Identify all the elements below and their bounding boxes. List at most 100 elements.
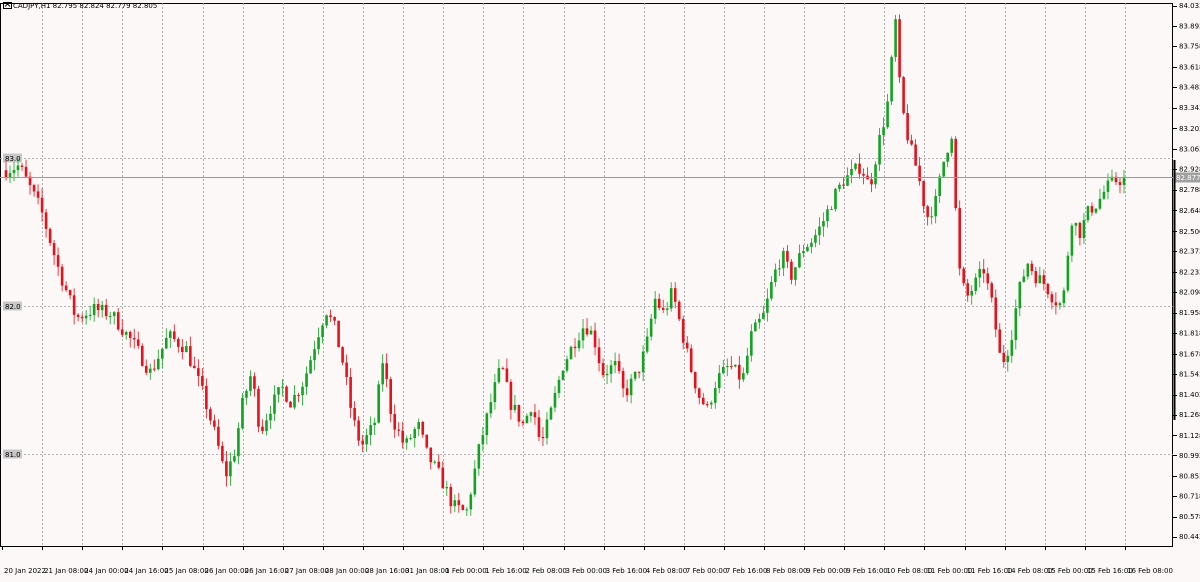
candle-body (453, 500, 457, 507)
candle-body (201, 376, 204, 386)
candle (822, 212, 825, 237)
candle (1070, 223, 1074, 263)
candle-body (1082, 220, 1086, 239)
candle (24, 159, 28, 178)
candle-body (429, 447, 433, 463)
candle (341, 346, 344, 366)
candle (509, 379, 513, 420)
candle-body (321, 325, 324, 338)
y-tick-label: 81.818 (1179, 330, 1200, 338)
candle-body (449, 487, 453, 507)
candle (92, 297, 96, 322)
candle-body (136, 339, 140, 346)
x-tick-label: 7 Feb 00:00 (686, 567, 727, 575)
candle-body (794, 267, 797, 280)
candle-body (120, 329, 124, 335)
candle (894, 14, 897, 62)
candle-body (665, 308, 669, 310)
candle (1066, 251, 1070, 293)
candle (449, 483, 453, 514)
candle-body (297, 394, 300, 396)
candle-body (729, 366, 733, 368)
candle-body (641, 351, 645, 373)
candle (285, 385, 288, 403)
candle (409, 434, 413, 441)
candle (116, 307, 120, 331)
x-tick-label: 15 Feb 00:00 (1047, 567, 1093, 575)
candle-body (822, 221, 825, 227)
candle-body (144, 365, 148, 373)
level-label: 83.0 (5, 155, 21, 163)
candle (778, 259, 781, 277)
candle (413, 426, 417, 448)
candle-body (148, 368, 152, 373)
candle (321, 323, 324, 344)
candle (513, 395, 517, 413)
candle (585, 318, 589, 337)
candle-body (557, 379, 561, 393)
candle-body (669, 288, 673, 309)
candle (140, 343, 144, 367)
candle (617, 353, 621, 374)
candle-body (493, 382, 497, 403)
candle (681, 315, 685, 350)
candle-body (689, 348, 693, 373)
x-tick-label: 26 Jan 00:00 (205, 567, 249, 575)
candle (942, 161, 945, 178)
candle-body (533, 412, 537, 418)
candle-body (750, 331, 753, 356)
candle (156, 349, 160, 371)
candle-body (842, 184, 845, 186)
candle (814, 229, 817, 248)
candle-body (152, 368, 156, 370)
candle-body (140, 345, 144, 366)
candle (906, 104, 909, 144)
candle (986, 267, 990, 290)
candle (1118, 177, 1122, 194)
candle-body (80, 316, 84, 319)
candle (164, 328, 168, 349)
candle (233, 449, 236, 463)
candle-body (790, 261, 793, 280)
candle-body (946, 152, 949, 162)
candle (1114, 172, 1118, 185)
candle (669, 282, 673, 312)
candle-body (766, 298, 769, 313)
candle-body (565, 359, 569, 371)
candle-body (746, 355, 749, 374)
candle-body (345, 362, 348, 378)
candle-body (1110, 176, 1114, 181)
candle (1122, 169, 1126, 194)
y-tick-label: 82.928 (1179, 166, 1200, 174)
candle-body (545, 419, 549, 439)
x-tick-label: 28 Jan 00:00 (325, 567, 369, 575)
candle-body (273, 394, 276, 414)
candle (689, 344, 693, 374)
candle-body (76, 314, 80, 317)
candle (830, 206, 833, 211)
candle (549, 405, 553, 421)
candle-body (100, 304, 104, 311)
candle (297, 392, 300, 403)
candle-body (742, 373, 745, 380)
candle-body (116, 312, 120, 330)
candle-body (405, 438, 409, 443)
candle-body (96, 304, 100, 311)
candle-body (265, 420, 268, 431)
candle-body (52, 243, 56, 256)
candle (1018, 281, 1022, 317)
candle-body (44, 212, 48, 229)
candle (241, 392, 244, 431)
candle (421, 420, 425, 438)
candle-body (549, 407, 553, 420)
candle-body (497, 368, 501, 383)
candle-body (417, 421, 421, 430)
y-tick-label: 81.678 (1179, 350, 1200, 358)
candle (742, 367, 745, 382)
candle-body (1086, 206, 1090, 221)
candle (96, 298, 100, 318)
x-tick-label: 27 Jan 08:00 (285, 567, 329, 575)
y-tick-label: 83.343 (1179, 104, 1200, 112)
candle (886, 94, 889, 129)
candle-body (573, 346, 577, 349)
